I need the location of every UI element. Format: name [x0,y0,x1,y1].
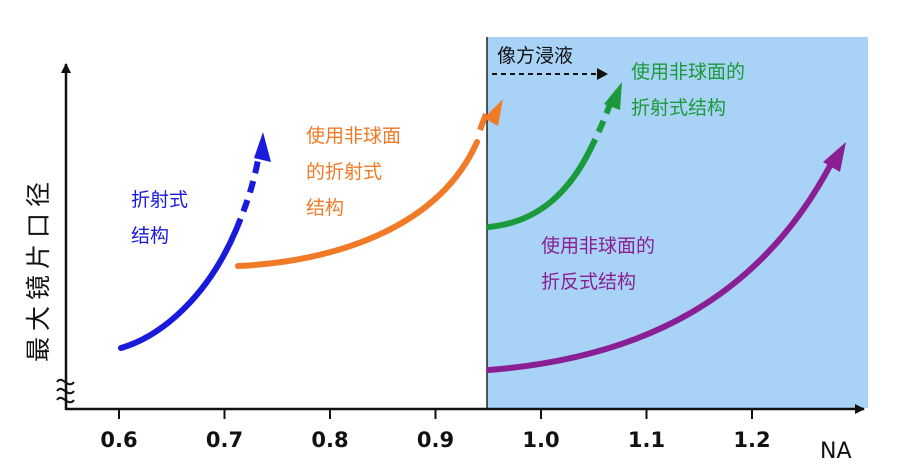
immersion-region [487,37,868,408]
curve-immersion-refractive [486,82,622,230]
x-tick-label: 0.6 [100,428,137,452]
curve-catadioptric-arrowhead [823,142,846,172]
x-tick-label: 0.8 [311,428,348,452]
immersion-label: 像方浸液 [497,45,573,67]
x-tick-label: 0.7 [206,428,243,452]
label-refractive: 折射式 结构 [131,189,194,247]
label-catadioptric: 使用非球面的 折反式结构 [541,235,661,293]
curve-refractive-arrowhead [254,132,271,162]
x-tick-label: 1.2 [733,428,770,452]
immersion-arrowhead [597,68,608,80]
x-tick-label: 1.1 [628,428,665,452]
x-tick-label: 1.0 [522,428,559,452]
x-axis-label: NA [820,439,852,464]
x-ticks: 0.6 0.7 0.8 0.9 1.0 1.1 1.2 [100,409,771,452]
axis-break-icon [56,378,75,404]
curve-immersion-refractive-arrowhead [604,82,622,110]
curve-aspheric-refractive-arrowhead [484,99,503,126]
curve-refractive [118,132,271,351]
label-immersion-refractive: 使用非球面的 折射式结构 [631,61,751,119]
label-aspheric-refractive: 使用非球面 的折射式 结构 [306,125,407,219]
y-axis-label: 最大镜片口径 [24,176,53,362]
curve-aspheric-refractive [235,99,503,269]
curve-catadioptric [486,142,846,373]
x-tick-label: 0.9 [417,428,454,452]
